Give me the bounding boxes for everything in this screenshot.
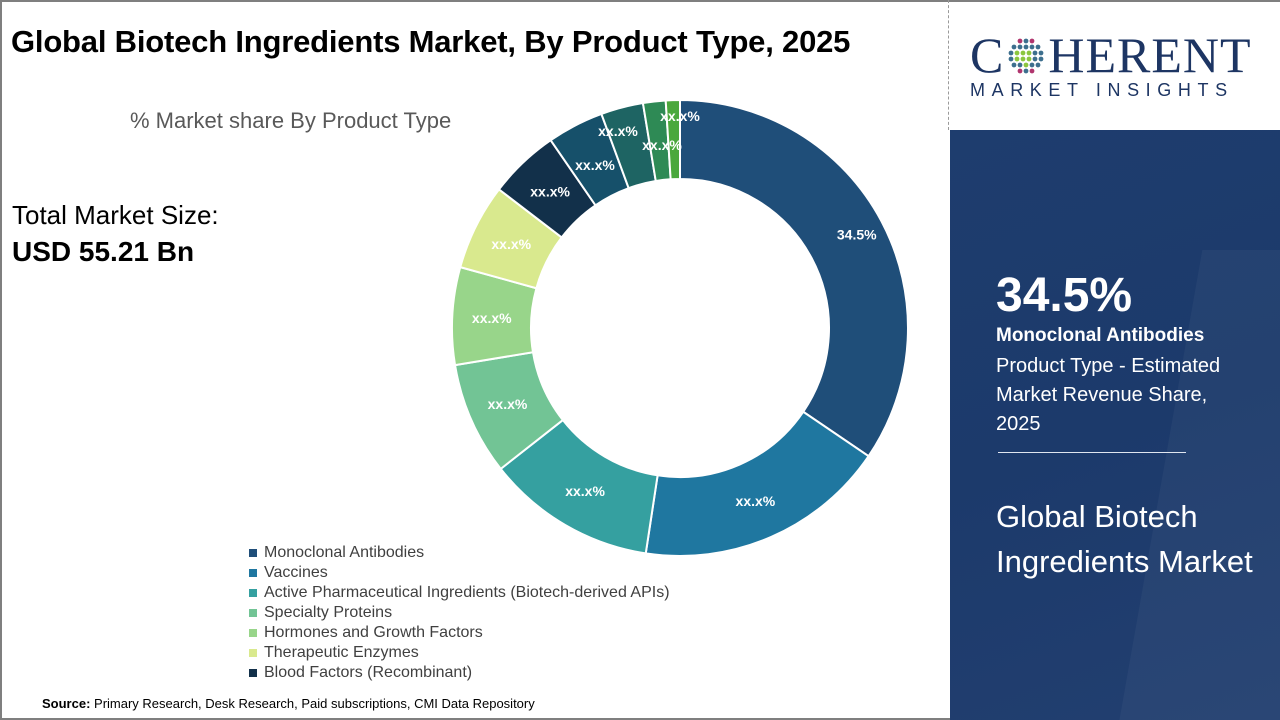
legend-label: Monoclonal Antibodies	[264, 544, 425, 561]
highlight-segment: Monoclonal Antibodies	[996, 325, 1205, 346]
chart-legend: Monoclonal Antibodies Vaccines Active Phar…	[249, 543, 670, 683]
slice-label: 34.5%	[837, 226, 877, 242]
market-name: Global Biotech Ingredients Market	[996, 499, 1253, 579]
legend-swatch	[249, 549, 257, 557]
donut-slice	[679, 98, 909, 458]
panel-decoration	[1117, 250, 1280, 720]
slice-label: xx.x%	[660, 108, 700, 124]
legend-item: Monoclonal Antibodies	[249, 543, 670, 563]
total-market-size-value: USD 55.21 Bn	[12, 236, 195, 267]
source-note: Source: Primary Research, Desk Research,…	[42, 696, 535, 711]
slice-label: xx.x%	[488, 396, 528, 412]
slice-label: xx.x%	[642, 137, 682, 153]
logo: C HERENT MARKET INSIGHTS	[950, 2, 1280, 130]
donut-slice	[664, 98, 681, 181]
page-title: Global Biotech Ingredients Market, By Pr…	[11, 24, 851, 59]
legend-item: Therapeutic Enzymes	[249, 643, 670, 663]
panel-divider	[998, 452, 1186, 453]
legend-swatch	[249, 569, 257, 577]
globe-dots-icon	[1008, 38, 1044, 74]
legend-label: Vaccines	[264, 564, 328, 581]
legend-label: Active Pharmaceutical Ingredients (Biote…	[264, 584, 670, 601]
slice-label: xx.x%	[565, 483, 605, 499]
logo-letter-c: C	[970, 27, 1005, 83]
slice-label: xx.x%	[736, 493, 776, 509]
legend-swatch	[249, 629, 257, 637]
legend-swatch	[249, 649, 257, 657]
highlight-percentage: 34.5%	[996, 269, 1133, 322]
source-label: Source:	[42, 696, 91, 711]
logo-letters-herent: HERENT	[1048, 27, 1252, 83]
legend-swatch	[249, 609, 257, 617]
highlight-panel: 34.5% Monoclonal Antibodies Product Type…	[950, 130, 1280, 720]
legend-label: Specialty Proteins	[264, 604, 393, 621]
legend-item: Blood Factors (Recombinant)	[249, 663, 670, 683]
source-text: Primary Research, Desk Research, Paid su…	[94, 696, 535, 711]
slice-label: xx.x%	[472, 310, 512, 326]
divider-line	[948, 0, 949, 130]
legend-swatch	[249, 589, 257, 597]
logo-wordmark: C HERENT	[970, 30, 1252, 80]
total-market-size-label: Total Market Size:	[12, 200, 219, 230]
legend-item: Hormones and Growth Factors	[249, 623, 670, 643]
donut-slice	[644, 410, 870, 557]
legend-swatch	[249, 669, 257, 677]
legend-label: Therapeutic Enzymes	[264, 644, 419, 661]
slice-label: xx.x%	[491, 236, 531, 252]
logo-tagline: MARKET INSIGHTS	[970, 80, 1234, 100]
legend-label: Hormones and Growth Factors	[264, 624, 483, 641]
legend-item: Vaccines	[249, 563, 670, 583]
donut-chart: 34.5%xx.x%xx.x%xx.x%xx.x%xx.x%xx.x%xx.x%…	[451, 98, 909, 557]
slice-label: xx.x%	[530, 183, 570, 199]
legend-label: Blood Factors (Recombinant)	[264, 664, 473, 681]
slice-label: xx.x%	[598, 123, 638, 139]
highlight-description: Product Type - Estimated Market Revenue …	[996, 355, 1221, 435]
chart-subtitle: % Market share By Product Type	[130, 108, 452, 133]
legend-item: Active Pharmaceutical Ingredients (Biote…	[249, 583, 670, 603]
legend-item: Specialty Proteins	[249, 603, 670, 623]
slice-label: xx.x%	[575, 157, 615, 173]
